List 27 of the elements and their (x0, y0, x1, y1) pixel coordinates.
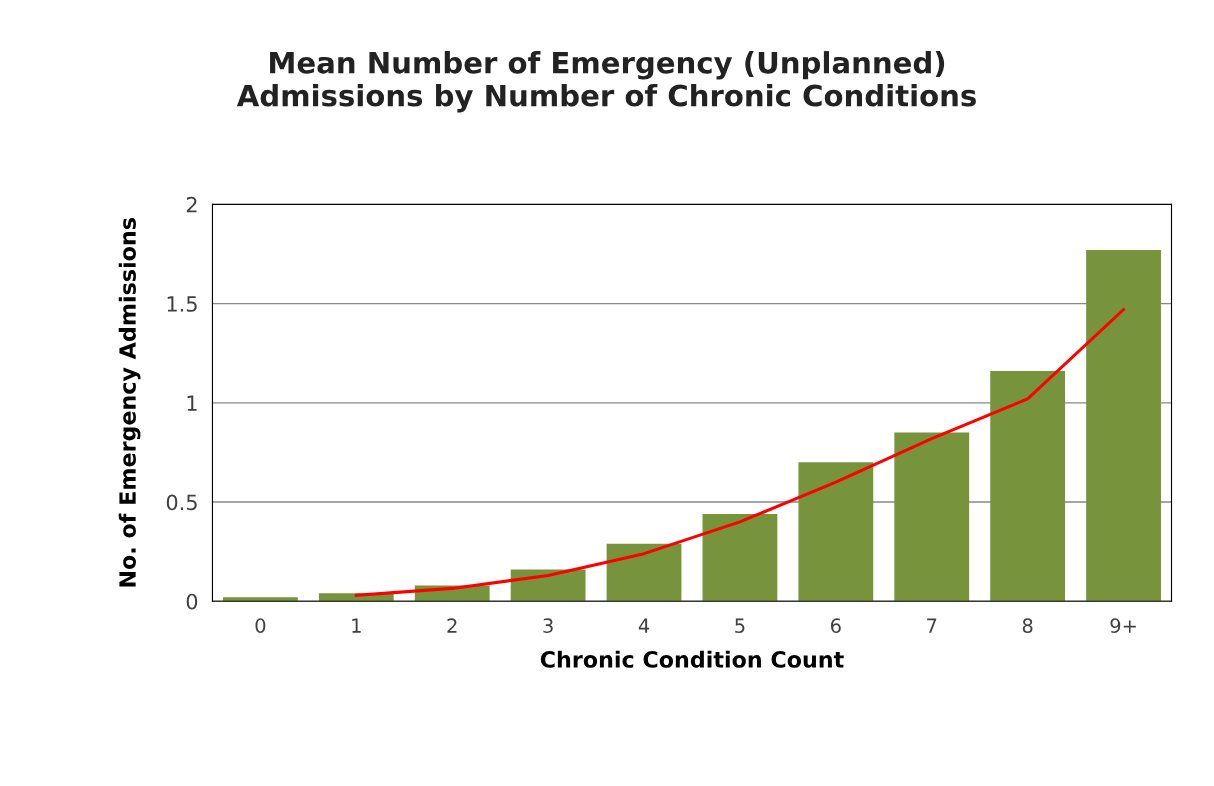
x-tick-label: 1 (352, 618, 361, 633)
x-tick-label: 9+ (1110, 618, 1136, 634)
x-tick-label: 5 (735, 618, 745, 634)
x-tick-label: 8 (1022, 618, 1033, 634)
bar (606, 543, 682, 602)
x-tick-label: 0 (255, 618, 266, 634)
y-axis-title: No. of Emergency Admissions (118, 218, 141, 587)
x-tick-label: 2 (447, 618, 457, 633)
x-tick-label: 3 (543, 618, 553, 634)
y-tick-label: 0 (186, 593, 198, 610)
bar (798, 462, 874, 602)
x-axis-title: Chronic Condition Count (540, 650, 844, 668)
y-tick-label: 0.5 (166, 494, 197, 511)
line-series (354, 308, 1126, 597)
bar (702, 513, 778, 602)
bar (1086, 250, 1161, 602)
bar (990, 371, 1066, 602)
chart-title: Mean Number of Emergency (Unplanned) Admissions by Number of Chronic Conditions (236, 51, 976, 113)
y-tick-label: 1.5 (167, 296, 197, 312)
x-tick-label: 7 (927, 618, 937, 633)
x-tick-label: 4 (638, 618, 650, 633)
y-tick-label: 1 (187, 395, 197, 411)
y-tick-label: 2 (186, 196, 197, 213)
bar (894, 432, 970, 602)
x-tick-label: 6 (831, 618, 841, 634)
bar (510, 569, 586, 602)
bar (223, 597, 298, 602)
